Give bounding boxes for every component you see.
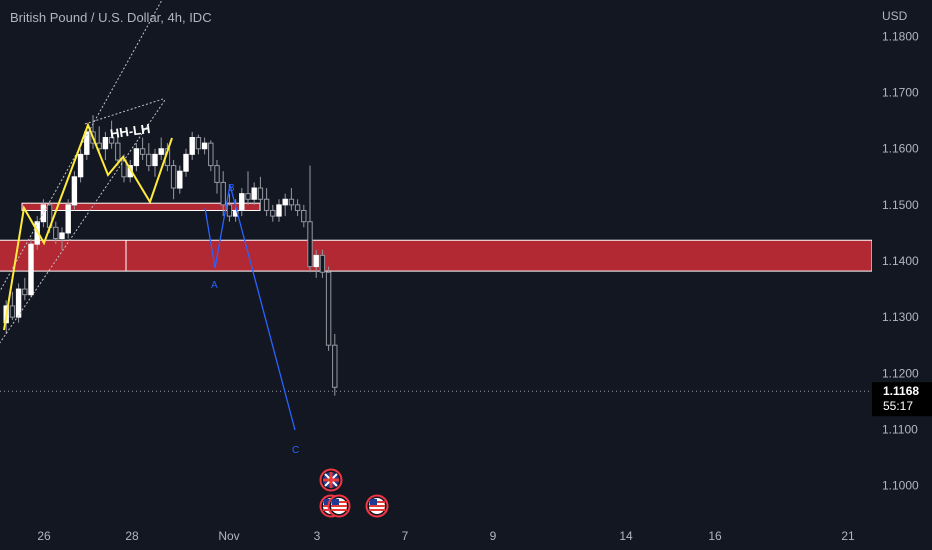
candle[interactable] <box>71 176 78 206</box>
candle[interactable] <box>189 137 195 155</box>
candle[interactable] <box>108 137 115 144</box>
upper-zone[interactable] <box>21 202 261 211</box>
candle[interactable] <box>226 204 233 217</box>
candle[interactable] <box>195 137 202 150</box>
candle[interactable] <box>65 204 71 234</box>
candle[interactable] <box>239 193 245 211</box>
candle[interactable] <box>53 226 59 240</box>
candle[interactable] <box>301 209 307 223</box>
candle[interactable] <box>251 187 257 200</box>
y-tick-label: 1.1700 <box>882 86 919 100</box>
y-tick-label: 1.1000 <box>882 479 919 493</box>
candle[interactable] <box>208 142 214 167</box>
candle[interactable] <box>152 153 158 167</box>
candle[interactable] <box>15 288 22 318</box>
currency-label: USD <box>882 9 908 23</box>
x-tick-label: 26 <box>37 529 51 543</box>
x-tick-label: Nov <box>218 529 239 543</box>
candle[interactable] <box>177 170 183 189</box>
x-tick-label: 3 <box>314 529 321 543</box>
us-flag-icon[interactable] <box>365 494 389 518</box>
candle[interactable] <box>313 254 319 268</box>
flag-stripe <box>369 509 385 511</box>
y-tick-label: 1.1100 <box>882 422 918 436</box>
candle[interactable] <box>220 181 226 206</box>
candle[interactable] <box>115 142 121 161</box>
flag-canton <box>370 499 377 505</box>
y-tick-label: 1.1600 <box>882 142 919 156</box>
x-tick-label: 9 <box>490 529 497 543</box>
candle[interactable] <box>28 243 34 296</box>
candle[interactable] <box>319 254 326 273</box>
us-flag-icon[interactable] <box>327 494 351 518</box>
uk-flag-icon[interactable] <box>319 468 343 492</box>
candle[interactable] <box>9 305 16 318</box>
candle[interactable] <box>307 221 313 268</box>
wave-label-c: C <box>292 445 299 456</box>
candle[interactable] <box>102 137 109 150</box>
y-tick-label: 1.1200 <box>882 366 919 380</box>
chart-title: British Pound / U.S. Dollar, 4h, IDC <box>10 10 212 25</box>
flag-cross <box>329 472 333 488</box>
abc-line[interactable] <box>204 184 296 431</box>
candle[interactable] <box>139 148 146 155</box>
candle[interactable] <box>158 148 164 155</box>
x-tick-label: 7 <box>402 529 409 543</box>
candle[interactable] <box>133 148 140 167</box>
candle[interactable] <box>77 153 84 178</box>
last-price-value: 1.1168 <box>883 384 919 398</box>
countdown-value: 55:17 <box>883 399 913 413</box>
candle[interactable] <box>325 271 332 346</box>
x-tick-label: 28 <box>125 529 139 543</box>
candle[interactable] <box>214 165 220 183</box>
wave-line[interactable] <box>3 122 173 331</box>
candle[interactable] <box>59 232 65 240</box>
candle[interactable] <box>183 153 189 172</box>
candle[interactable] <box>288 198 295 206</box>
channel-line-upper[interactable] <box>0 0 163 300</box>
hh-lh-line[interactable] <box>84 98 164 125</box>
candle[interactable] <box>146 153 152 167</box>
candle[interactable] <box>332 344 338 388</box>
candle[interactable] <box>294 204 301 211</box>
last-price-badge[interactable] <box>872 382 932 417</box>
flag-stripe <box>369 505 385 507</box>
y-tick-label: 1.1300 <box>882 310 919 324</box>
flag-stripe <box>331 509 347 511</box>
lower-zone[interactable] <box>0 239 872 272</box>
flag-stripe <box>331 505 347 507</box>
y-tick-label: 1.1400 <box>882 254 919 268</box>
candle[interactable] <box>170 165 177 189</box>
x-tick-label: 16 <box>708 529 722 543</box>
candle[interactable] <box>270 209 276 217</box>
y-tick-label: 1.1800 <box>882 29 919 43</box>
flag-canton <box>324 499 331 505</box>
y-tick-label: 1.1500 <box>882 198 919 212</box>
candle[interactable] <box>22 288 28 296</box>
candle[interactable] <box>257 187 264 200</box>
pattern-label: HH-LH <box>109 121 151 141</box>
candle[interactable] <box>276 204 282 217</box>
wave-label-a: A <box>211 280 218 291</box>
candle[interactable] <box>84 131 90 155</box>
candle[interactable] <box>282 198 288 206</box>
flag-canton <box>332 499 339 505</box>
wave-label-b: B <box>228 183 235 194</box>
x-tick-label: 21 <box>841 529 855 543</box>
candle[interactable] <box>201 142 208 150</box>
candle[interactable] <box>245 193 251 200</box>
candle[interactable] <box>40 204 47 223</box>
x-tick-label: 14 <box>619 529 633 543</box>
candle[interactable] <box>263 198 270 211</box>
